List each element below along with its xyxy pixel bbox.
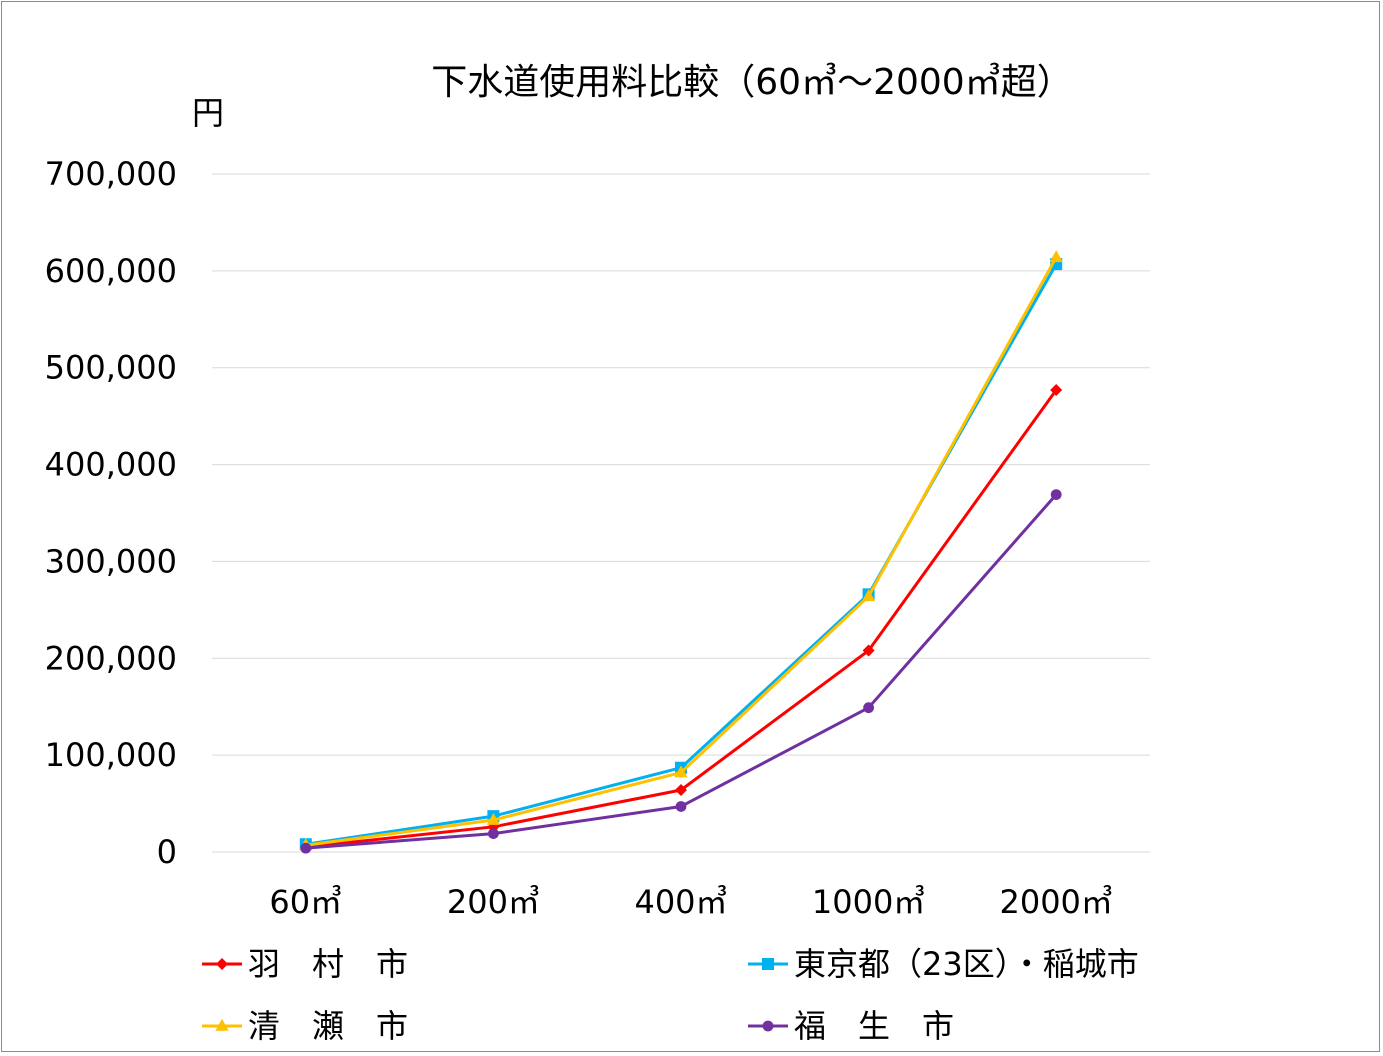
legend-entry: 清 瀬 市 <box>202 1007 408 1045</box>
y-tick-label: 300,000 <box>45 542 177 580</box>
series-group <box>299 258 1063 851</box>
y-tick-label: 500,000 <box>45 349 177 387</box>
data-point-marker <box>1049 250 1063 263</box>
data-point-marker <box>862 644 875 657</box>
series-lines <box>299 250 1063 854</box>
legend-label: 羽 村 市 <box>248 945 408 983</box>
x-tick-label: 2000㎥ <box>999 883 1112 921</box>
series-line <box>305 263 1058 846</box>
legend-marker <box>215 1018 229 1031</box>
x-tick-label: 60㎥ <box>269 883 342 921</box>
gridlines <box>212 173 1150 853</box>
x-axis-ticks: 60㎥ 200㎥ 400㎥ 1000㎥ 2000㎥ <box>269 883 1112 921</box>
data-point-marker <box>486 812 500 825</box>
legend-label: 福 生 市 <box>794 1007 954 1045</box>
x-tick-label: 400㎥ <box>634 883 727 921</box>
data-point-marker <box>1050 383 1063 396</box>
data-point-marker <box>1050 489 1062 500</box>
data-point-marker <box>863 702 874 714</box>
legend-label: 東京都（23区）・稲城市 <box>794 945 1139 983</box>
data-point-marker <box>488 828 499 839</box>
series-line <box>305 256 1058 847</box>
data-point-marker <box>862 589 876 602</box>
series-group <box>300 489 1062 854</box>
y-axis-ticks: 0 100,000 200,000 300,000 400,000 500,000 600,… <box>45 155 177 871</box>
data-point-marker <box>675 784 687 797</box>
data-point-marker <box>675 801 687 812</box>
legend-label: 清 瀬 市 <box>248 1007 408 1045</box>
legend-marker <box>762 1020 774 1032</box>
legend-marker <box>216 958 228 970</box>
y-tick-label: 700,000 <box>45 155 177 193</box>
legend-entry: 羽 村 市 <box>202 945 408 983</box>
data-point-marker <box>300 842 312 854</box>
data-point-marker <box>674 765 688 778</box>
legend-entry: 東京都（23区）・稲城市 <box>748 945 1139 983</box>
y-axis-unit-label: 円 <box>192 94 224 132</box>
legend-entry: 福 生 市 <box>748 1007 954 1045</box>
x-tick-label: 1000㎥ <box>812 883 925 921</box>
y-tick-label: 100,000 <box>45 736 177 774</box>
y-tick-label: 0 <box>157 833 177 871</box>
y-tick-label: 600,000 <box>45 252 177 290</box>
chart-title: 下水道使用料比較（60㎥～2000㎥超） <box>431 62 1072 103</box>
legend-marker <box>762 958 774 970</box>
y-tick-label: 400,000 <box>45 446 177 484</box>
y-tick-label: 200,000 <box>45 639 177 677</box>
series-group <box>299 250 1063 851</box>
x-tick-label: 200㎥ <box>447 883 540 921</box>
